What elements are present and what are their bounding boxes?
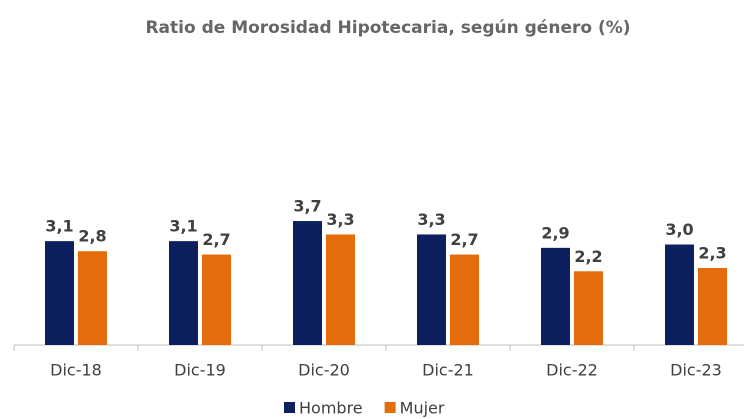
data-label: 3,1 xyxy=(169,217,197,236)
data-label: 2,3 xyxy=(698,243,726,262)
x-tick-label: Dic-23 xyxy=(670,361,722,380)
data-label: 2,7 xyxy=(202,230,230,249)
x-tick-label: Dic-22 xyxy=(546,361,598,380)
data-label: 2,9 xyxy=(541,223,569,242)
x-tick-label: Dic-20 xyxy=(298,361,350,380)
x-tick-label: Dic-19 xyxy=(174,361,226,380)
bar xyxy=(574,271,603,345)
legend-label: Mujer xyxy=(400,399,445,418)
legend-swatch xyxy=(384,402,396,413)
bar xyxy=(698,267,727,345)
data-label: 2,8 xyxy=(78,227,106,246)
data-label: 3,3 xyxy=(326,210,354,229)
x-tick-label: Dic-21 xyxy=(422,361,474,380)
bar xyxy=(169,241,198,345)
bar xyxy=(293,221,322,345)
x-tick-label: Dic-18 xyxy=(50,361,102,380)
bar xyxy=(541,247,570,345)
bar xyxy=(665,244,694,345)
data-label: 3,0 xyxy=(665,220,693,239)
data-label: 3,3 xyxy=(417,210,445,229)
bar xyxy=(417,234,446,345)
data-label: 3,1 xyxy=(45,217,73,236)
bar xyxy=(78,251,107,345)
data-label: 2,7 xyxy=(450,230,478,249)
data-label: 3,7 xyxy=(293,197,321,216)
chart-title: Ratio de Morosidad Hipotecaria, según gé… xyxy=(145,18,630,38)
legend-swatch xyxy=(284,402,295,413)
bar xyxy=(326,234,355,345)
bar xyxy=(450,254,479,345)
data-label: 2,2 xyxy=(574,247,602,266)
legend-label: Hombre xyxy=(299,399,363,418)
bar xyxy=(45,241,74,345)
bar xyxy=(202,254,231,345)
